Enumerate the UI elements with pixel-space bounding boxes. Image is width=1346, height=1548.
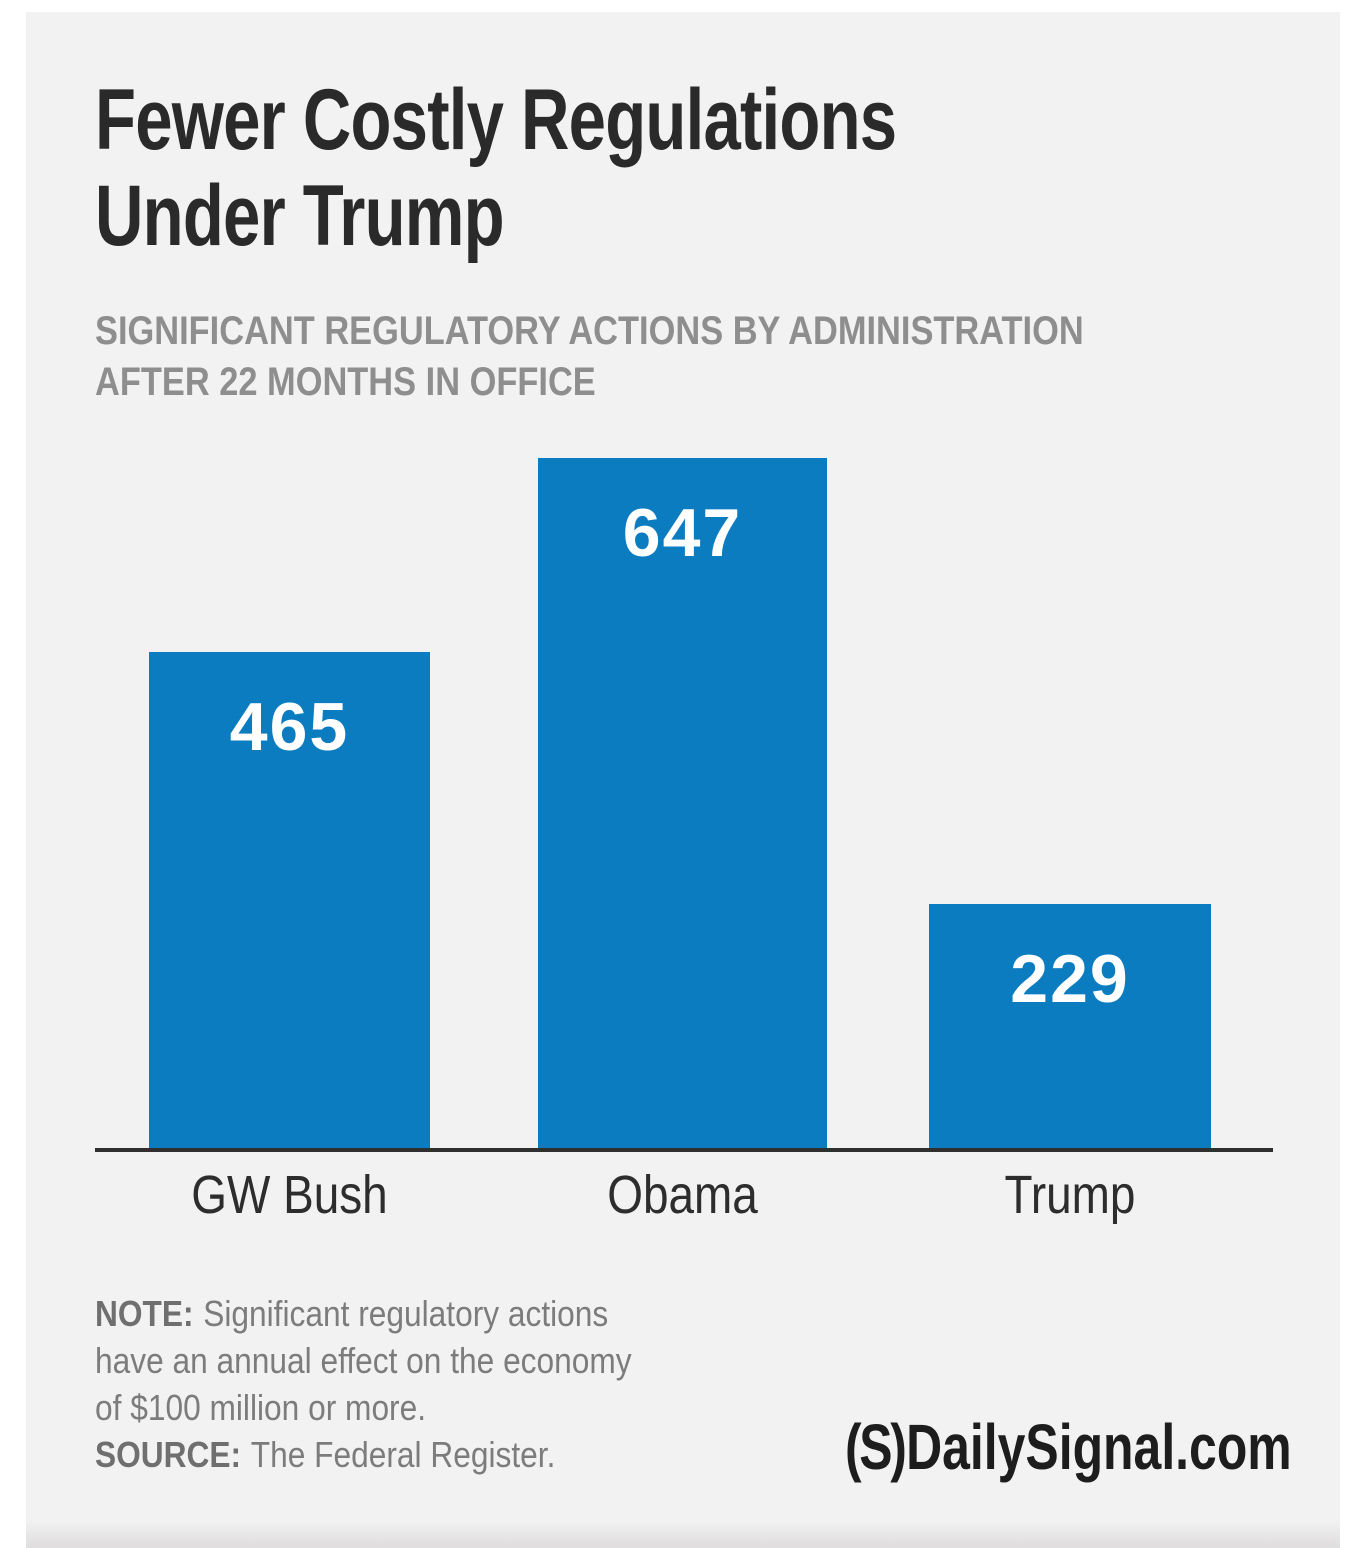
note-text-2: have an annual effect on the economy bbox=[95, 1340, 632, 1381]
bar-value-obama: 647 bbox=[622, 495, 743, 571]
category-label-obama: Obama bbox=[607, 1165, 758, 1225]
chart-card: Fewer Costly Regulations Under Trump SIG… bbox=[26, 12, 1340, 1548]
bar-obama: 647 bbox=[538, 458, 827, 1148]
bar-group-trump: 229 bbox=[929, 12, 1211, 1148]
bar-group-gw-bush: 465 bbox=[149, 12, 430, 1148]
bar-group-obama: 647 bbox=[538, 12, 827, 1148]
daily-signal-logo-text: DailySignal.com bbox=[906, 1411, 1292, 1483]
bar-chart: 465 647 229 GW Bush Obama Trump bbox=[26, 12, 1340, 1548]
daily-signal-logo-mark-icon: (S) bbox=[845, 1411, 907, 1483]
source-line: SOURCE: The Federal Register. bbox=[95, 1431, 632, 1478]
note-text-3: of $100 million or more. bbox=[95, 1387, 427, 1428]
chart-subtitle-line2: AFTER 22 MONTHS IN OFFICE bbox=[95, 360, 596, 404]
source-text: The Federal Register. bbox=[250, 1434, 556, 1475]
note-line-3: of $100 million or more. bbox=[95, 1384, 632, 1431]
bar-gw-bush: 465 bbox=[149, 652, 430, 1148]
category-label-gw-bush: GW Bush bbox=[191, 1165, 388, 1225]
daily-signal-logo: (S)DailySignal.com bbox=[845, 1410, 1292, 1484]
bar-trump: 229 bbox=[929, 904, 1211, 1148]
bar-value-trump: 229 bbox=[1010, 941, 1130, 1017]
chart-title-line1: Fewer Costly Regulations bbox=[95, 72, 897, 168]
source-label: SOURCE: bbox=[95, 1434, 242, 1475]
x-axis-line bbox=[95, 1148, 1273, 1152]
note-text-1: Significant regulatory actions bbox=[203, 1293, 609, 1334]
chart-title: Fewer Costly Regulations Under Trump bbox=[95, 72, 897, 264]
bar-value-gw-bush: 465 bbox=[229, 689, 350, 765]
chart-subtitle-line1: SIGNIFICANT REGULATORY ACTIONS BY ADMINI… bbox=[95, 309, 1084, 353]
note-line-1: NOTE: Significant regulatory actions bbox=[95, 1290, 632, 1337]
note-label: NOTE: bbox=[95, 1293, 194, 1334]
chart-subtitle: SIGNIFICANT REGULATORY ACTIONS BY ADMINI… bbox=[95, 306, 1084, 408]
note-line-2: have an annual effect on the economy bbox=[95, 1337, 632, 1384]
note-block: NOTE: Significant regulatory actions have… bbox=[95, 1290, 632, 1478]
category-label-trump: Trump bbox=[1004, 1165, 1136, 1225]
chart-title-line2: Under Trump bbox=[95, 168, 505, 264]
